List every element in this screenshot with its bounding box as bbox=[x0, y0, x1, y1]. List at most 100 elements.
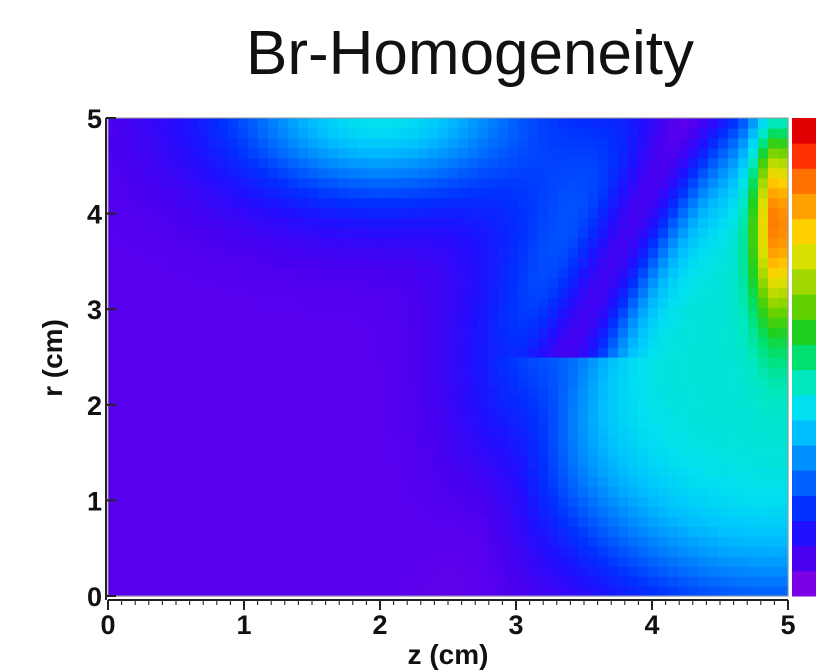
heatmap-cell bbox=[738, 406, 749, 418]
heatmap-cell bbox=[118, 267, 129, 278]
heatmap-cell bbox=[338, 496, 349, 507]
heatmap-cell bbox=[388, 147, 399, 159]
heatmap-cell bbox=[628, 526, 639, 537]
heatmap-cell bbox=[118, 446, 129, 458]
heatmap-cell bbox=[758, 536, 769, 547]
heatmap-cell bbox=[318, 506, 329, 517]
heatmap-cell bbox=[468, 118, 479, 129]
heatmap-cell bbox=[448, 516, 459, 527]
heatmap-cell bbox=[488, 337, 499, 348]
heatmap-cell bbox=[418, 566, 429, 577]
heatmap-cell bbox=[218, 327, 229, 338]
heatmap-cell bbox=[708, 357, 719, 368]
heatmap-cell bbox=[688, 556, 699, 567]
heatmap-cell bbox=[278, 347, 289, 358]
heatmap-cell bbox=[648, 287, 659, 298]
heatmap-cell bbox=[778, 217, 789, 229]
heatmap-cell bbox=[588, 436, 599, 448]
heatmap-cell bbox=[748, 516, 759, 527]
heatmap-cell bbox=[608, 157, 619, 169]
heatmap-cell bbox=[708, 526, 719, 537]
heatmap-cell bbox=[198, 347, 209, 358]
heatmap-cell bbox=[358, 137, 369, 149]
heatmap-cell bbox=[298, 137, 309, 149]
heatmap-cell bbox=[138, 456, 149, 468]
heatmap-cell bbox=[598, 287, 609, 298]
heatmap-cell bbox=[608, 426, 619, 438]
heatmap-cell bbox=[738, 446, 749, 458]
heatmap-cell bbox=[258, 416, 269, 428]
heatmap-cell bbox=[748, 197, 759, 209]
heatmap-cell bbox=[748, 317, 759, 328]
heatmap-cell bbox=[358, 536, 369, 547]
heatmap-cell bbox=[628, 157, 639, 169]
heatmap-cell bbox=[638, 357, 649, 368]
heatmap-cell bbox=[598, 317, 609, 328]
heatmap-cell bbox=[398, 157, 409, 169]
heatmap-cell bbox=[618, 347, 629, 358]
heatmap-cell bbox=[108, 386, 119, 398]
heatmap-cell bbox=[358, 406, 369, 418]
heatmap-cell bbox=[418, 327, 429, 338]
heatmap-cell bbox=[578, 307, 589, 318]
heatmap-cell bbox=[658, 516, 669, 527]
heatmap-cell bbox=[558, 456, 569, 468]
colorbar-segment bbox=[792, 445, 816, 471]
heatmap-cell bbox=[278, 357, 289, 368]
heatmap-cell bbox=[578, 118, 589, 129]
heatmap-cell bbox=[528, 297, 539, 308]
heatmap-cell bbox=[238, 317, 249, 328]
heatmap-cell bbox=[408, 227, 419, 239]
heatmap-cell bbox=[308, 566, 319, 577]
heatmap-cell bbox=[558, 546, 569, 557]
heatmap-cell bbox=[448, 317, 459, 328]
heatmap-cell bbox=[478, 157, 489, 169]
heatmap-cell bbox=[308, 426, 319, 438]
heatmap-cell bbox=[308, 217, 319, 229]
heatmap-cell bbox=[228, 217, 239, 229]
heatmap-cell bbox=[748, 376, 759, 388]
heatmap-cell bbox=[338, 376, 349, 388]
heatmap-cell bbox=[218, 536, 229, 547]
heatmap-cell bbox=[208, 257, 219, 268]
heatmap-cell bbox=[758, 396, 769, 408]
heatmap-cell bbox=[648, 476, 659, 488]
heatmap-cell bbox=[468, 546, 479, 557]
heatmap-cell bbox=[768, 247, 779, 259]
heatmap-cell bbox=[778, 247, 789, 259]
heatmap-cell bbox=[168, 566, 179, 577]
heatmap-cell bbox=[618, 207, 629, 219]
heatmap-cell bbox=[468, 436, 479, 448]
heatmap-cell bbox=[578, 297, 589, 308]
heatmap-cell bbox=[658, 426, 669, 438]
heatmap-cell bbox=[778, 337, 789, 348]
heatmap-cell bbox=[408, 416, 419, 428]
heatmap-cell bbox=[138, 466, 149, 478]
heatmap-cell bbox=[168, 277, 179, 288]
heatmap-cell bbox=[748, 366, 759, 378]
heatmap-cell bbox=[618, 586, 629, 597]
heatmap-cell bbox=[508, 237, 519, 249]
heatmap-cell bbox=[688, 217, 699, 229]
heatmap-cell bbox=[318, 237, 329, 249]
heatmap-cell bbox=[218, 576, 229, 587]
heatmap-cell bbox=[468, 217, 479, 229]
heatmap-cell bbox=[608, 376, 619, 388]
heatmap-cell bbox=[758, 118, 769, 129]
heatmap-cell bbox=[468, 586, 479, 597]
heatmap-cell bbox=[158, 436, 169, 448]
heatmap-cell bbox=[538, 586, 549, 597]
heatmap-cell bbox=[488, 506, 499, 517]
heatmap-cell bbox=[498, 337, 509, 348]
heatmap-cell bbox=[588, 177, 599, 189]
heatmap-cell bbox=[308, 556, 319, 567]
heatmap-cell bbox=[188, 556, 199, 567]
heatmap-cell bbox=[138, 396, 149, 408]
heatmap-cell bbox=[598, 137, 609, 149]
heatmap-cell bbox=[258, 506, 269, 517]
heatmap-cell bbox=[298, 466, 309, 478]
heatmap-cell bbox=[758, 486, 769, 498]
heatmap-cell bbox=[608, 217, 619, 229]
heatmap-cell bbox=[688, 257, 699, 268]
heatmap-cell bbox=[738, 207, 749, 219]
